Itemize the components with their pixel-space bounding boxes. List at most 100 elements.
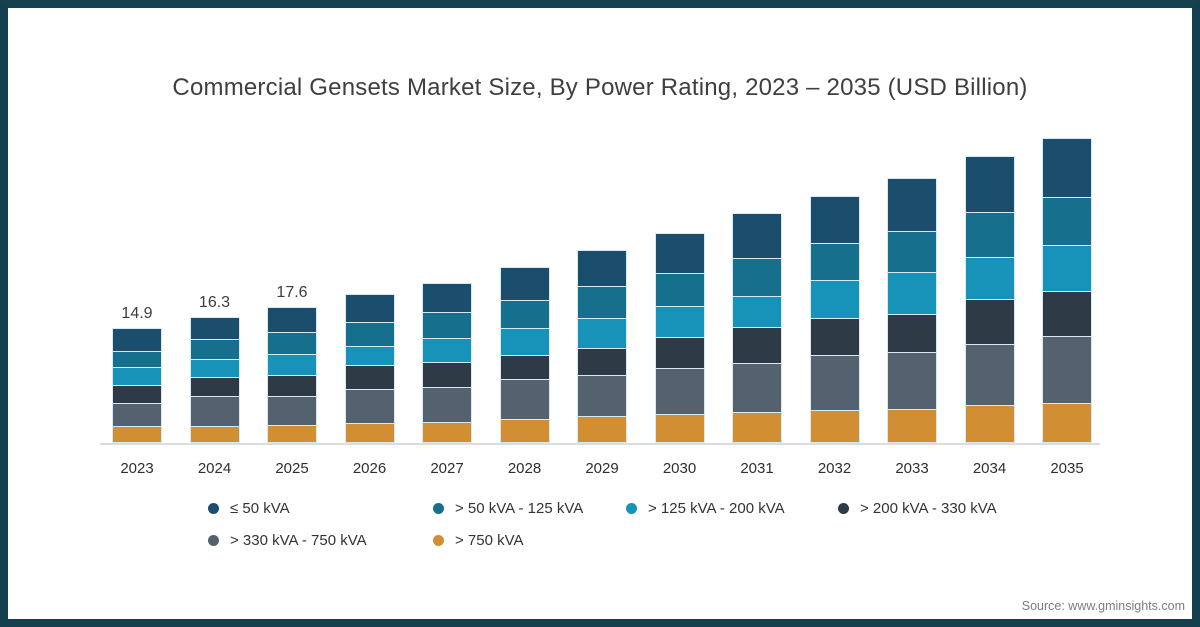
bar-2031: [732, 212, 782, 443]
source-note: Source: www.gminsights.com: [1021, 599, 1185, 613]
bar-segment: [1042, 337, 1092, 405]
bar-segment: [654, 232, 705, 274]
bar-segment: [732, 412, 782, 443]
bar-segment: [499, 379, 550, 420]
bar-segment: [189, 317, 240, 341]
x-axis-label: 2030: [662, 460, 697, 477]
x-axis-label: 2026: [352, 460, 387, 477]
legend-item-label: > 125 kVA - 200 kVA: [648, 499, 785, 517]
bar-segment: [344, 366, 395, 391]
bar-2030: [654, 232, 705, 443]
bar-segment: [112, 351, 162, 368]
legend-item-label: > 200 kVA - 330 kVA: [860, 499, 997, 517]
bar-segment: [422, 339, 472, 364]
bar-2024: [189, 317, 240, 443]
bar-segment: [809, 356, 860, 412]
bar-segment: [189, 397, 240, 427]
legend-item-label: ≤ 50 kVA: [230, 499, 290, 517]
legend-item: > 750 kVA: [433, 532, 626, 549]
legend-item-label: > 330 kVA - 750 kVA: [230, 531, 367, 549]
legend-item: > 50 kVA - 125 kVA: [433, 500, 626, 517]
bar-segment: [809, 281, 860, 320]
bar-segment: [344, 424, 395, 443]
x-axis-label: 2024: [197, 460, 232, 477]
bar-segment: [1042, 292, 1092, 338]
bar-2035: [1042, 137, 1092, 443]
x-axis-line: [100, 443, 1100, 445]
legend: ≤ 50 kVA > 50 kVA - 125 kVA > 125 kVA - 20…: [208, 497, 997, 561]
bar-segment: [732, 364, 782, 413]
legend-item: ≤ 50 kVA: [208, 500, 433, 517]
bar-segment: [499, 300, 550, 329]
bar-segment: [112, 403, 162, 428]
bar-segment: [809, 319, 860, 357]
bar-segment: [809, 244, 860, 282]
bar-segment: [344, 347, 395, 367]
bar-2023: [112, 327, 162, 443]
legend-row: > 330 kVA - 750 kVA > 750 kVA: [208, 529, 997, 551]
bar-segment: [654, 273, 705, 307]
legend-marker-icon: [838, 502, 849, 514]
legend-marker-icon: [208, 502, 219, 514]
bar-segment: [1042, 245, 1092, 293]
legend-item: > 125 kVA - 200 kVA: [626, 500, 838, 517]
bar-segment: [732, 259, 782, 297]
bar-segment: [267, 396, 317, 426]
bar-segment: [1042, 404, 1092, 443]
bar-segment: [732, 296, 782, 328]
bar-segment: [422, 313, 472, 340]
bar-segment: [499, 266, 550, 301]
bar-2034: [964, 156, 1015, 443]
bar-segment: [344, 323, 395, 348]
bar-segment: [577, 375, 627, 418]
legend-marker-icon: [433, 502, 444, 514]
bar-segment: [267, 425, 317, 443]
legend-item: > 200 kVA - 330 kVA: [838, 500, 997, 517]
bar-segment: [112, 385, 162, 404]
legend-marker-icon: [433, 534, 444, 546]
bar-segment: [189, 360, 240, 379]
bar-2025: [267, 306, 317, 443]
bar-segment: [654, 306, 705, 338]
x-axis-label: 2029: [585, 460, 619, 477]
bar-segment: [422, 388, 472, 423]
bar-2033: [887, 177, 937, 443]
legend-item-label: > 50 kVA - 125 kVA: [455, 499, 584, 517]
bar-segment: [189, 340, 240, 361]
bar-segment: [577, 249, 627, 287]
bar-segment: [887, 409, 937, 443]
bar-segment: [344, 293, 395, 324]
bar-segment: [577, 348, 627, 376]
bar-segment: [112, 327, 162, 352]
legend-item: > 330 kVA - 750 kVA: [208, 532, 433, 549]
x-axis-label: 2034: [972, 460, 1007, 477]
bar-total-label: 17.6: [276, 283, 308, 301]
bar-segment: [577, 417, 627, 443]
x-axis-label: 2035: [1050, 460, 1084, 477]
bar-segment: [499, 419, 550, 443]
x-axis-label: 2032: [817, 460, 852, 477]
bar-2026: [344, 293, 395, 443]
plot-area: 14.9 2023 16.3 2024 17.6 2025 2026 2027 2028 2029…: [8, 8, 1192, 619]
bar-segment: [887, 272, 937, 315]
bar-segment: [422, 282, 472, 314]
bar-segment: [809, 195, 860, 245]
bar-segment: [964, 213, 1015, 259]
bar-segment: [267, 333, 317, 355]
bar-segment: [189, 378, 240, 398]
bar-total-label: 16.3: [198, 294, 231, 311]
bar-segment: [964, 299, 1015, 345]
bar-segment: [422, 422, 472, 443]
bar-segment: [964, 405, 1015, 443]
bar-segment: [732, 327, 782, 365]
bar-segment: [422, 363, 472, 389]
bar-segment: [1042, 197, 1092, 246]
x-axis-label: 2028: [507, 460, 542, 477]
bar-2027: [422, 282, 472, 443]
x-axis-label: 2031: [740, 460, 774, 477]
bar-segment: [887, 353, 937, 410]
x-axis-label: 2027: [430, 460, 464, 477]
bar-segment: [964, 258, 1015, 300]
legend-marker-icon: [208, 534, 219, 546]
